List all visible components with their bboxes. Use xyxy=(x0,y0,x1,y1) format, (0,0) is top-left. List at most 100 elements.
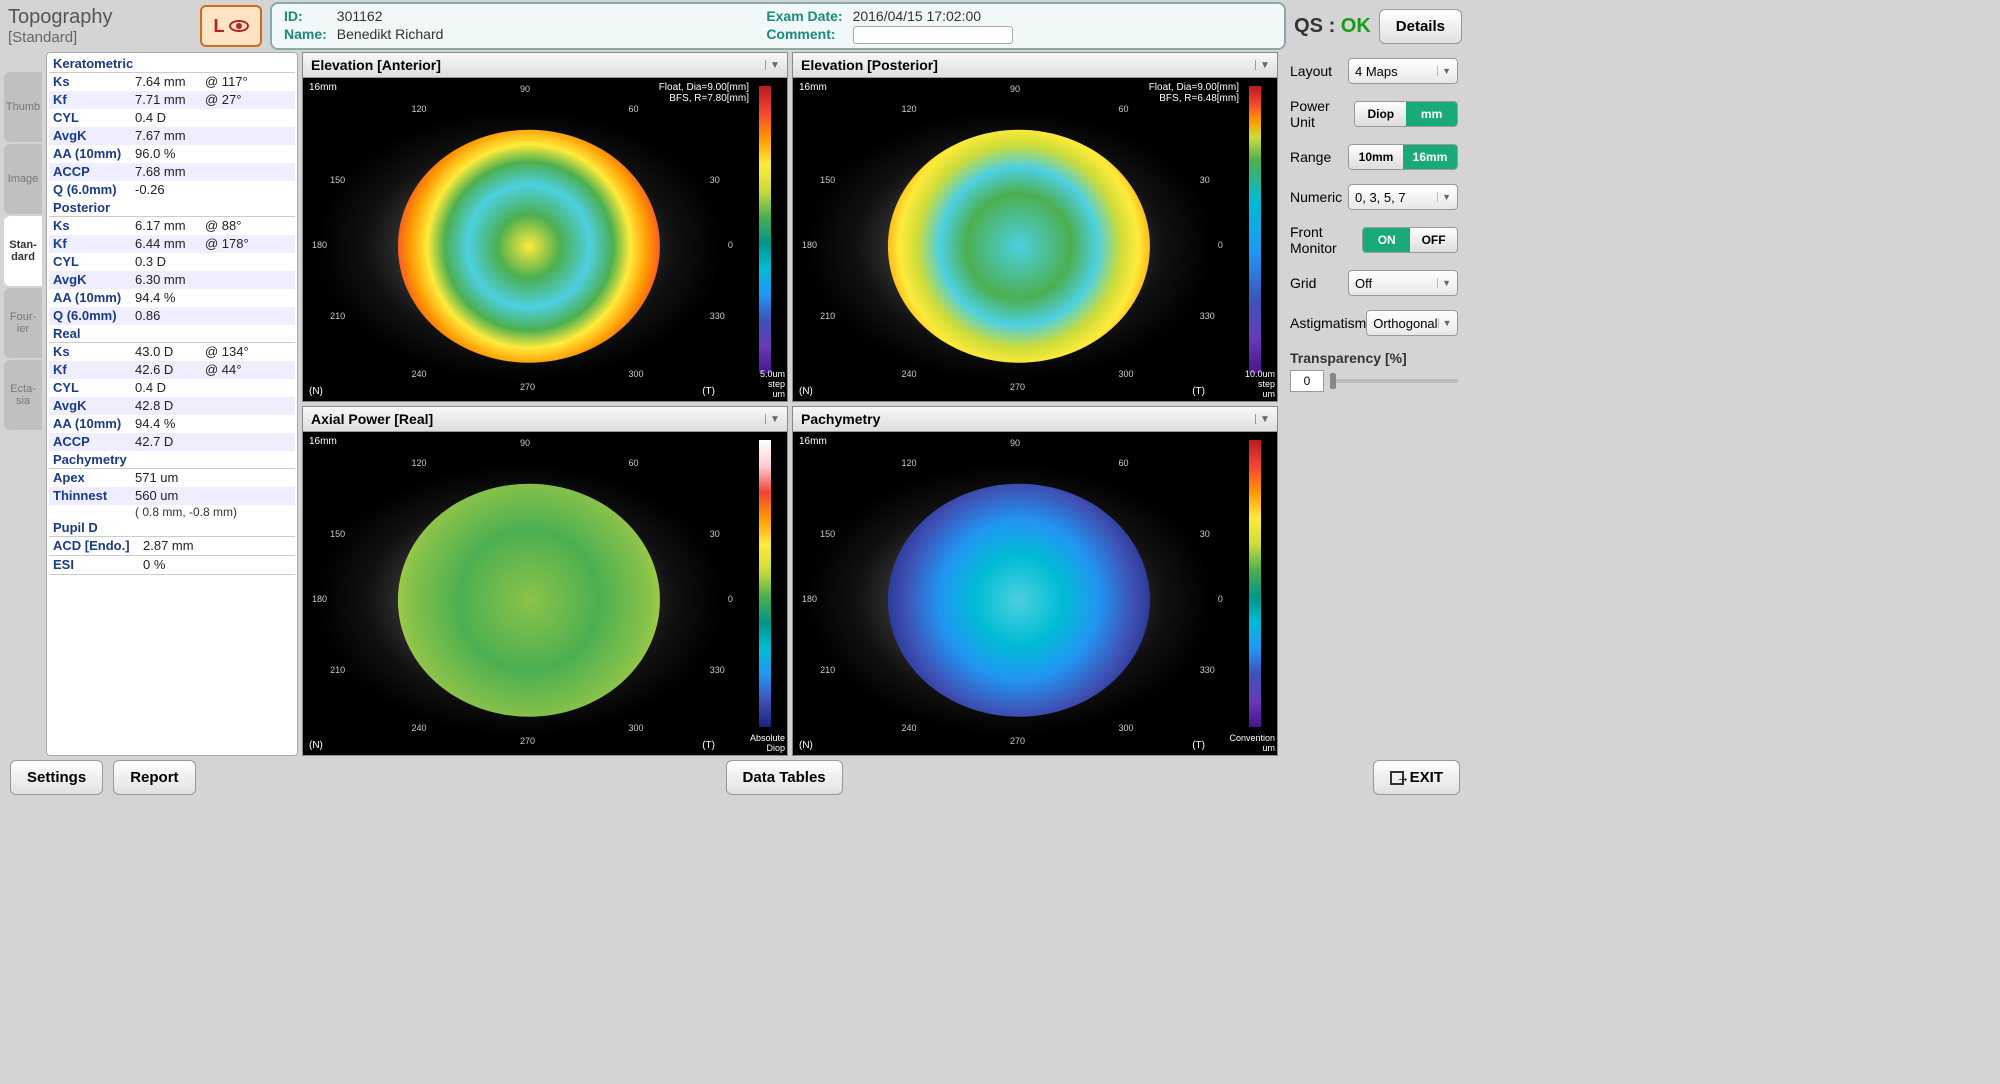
front-monitor-toggle[interactable]: ON OFF xyxy=(1362,227,1458,253)
data-angle: @ 178° xyxy=(205,235,249,253)
exit-icon xyxy=(1390,771,1404,785)
chevron-down-icon: ▼ xyxy=(1437,66,1451,76)
data-angle: @ 117° xyxy=(205,73,248,91)
map-title: Pachymetry xyxy=(801,411,880,427)
settings-button[interactable]: Settings xyxy=(10,760,103,795)
app-title: Topography xyxy=(8,6,192,29)
range-10mm-option[interactable]: 10mm xyxy=(1349,145,1403,169)
section-header: Pupil D xyxy=(49,519,295,537)
details-button[interactable]: Details xyxy=(1379,9,1462,44)
data-key: AA (10mm) xyxy=(53,415,135,433)
chevron-down-icon: ▼ xyxy=(1437,192,1451,202)
qs-status: QS : OK xyxy=(1294,15,1371,38)
patient-info-box: ID: 301162 Exam Date: 2016/04/15 17:02:0… xyxy=(270,2,1286,50)
data-row: AvgK6.30 mm xyxy=(49,271,295,289)
data-row: Ks43.0 D@ 134° xyxy=(49,343,295,361)
report-button[interactable]: Report xyxy=(113,760,195,795)
transparency-slider[interactable] xyxy=(1330,379,1458,383)
data-value: 42.7 D xyxy=(135,433,205,451)
data-key: ESI xyxy=(53,556,143,574)
data-key: AvgK xyxy=(53,127,135,145)
vtab-image[interactable]: Image xyxy=(4,144,42,214)
front-off-option[interactable]: OFF xyxy=(1410,228,1457,252)
data-key: AA (10mm) xyxy=(53,289,135,307)
data-panel: KeratometricKs7.64 mm@ 117°Kf7.71 mm@ 27… xyxy=(46,52,298,756)
data-value: 0.4 D xyxy=(135,379,205,397)
topography-map[interactable]: 16mm(N)(T)906012030150018033021030024027… xyxy=(793,432,1245,755)
layout-select[interactable]: 4 Maps▼ xyxy=(1348,58,1458,84)
range-label: Range xyxy=(1290,149,1331,165)
astigmatism-select[interactable]: Orthogonal▼ xyxy=(1366,310,1458,336)
data-row: Kf42.6 D@ 44° xyxy=(49,361,295,379)
data-key: ACCP xyxy=(53,163,135,181)
chevron-down-icon: ▼ xyxy=(1255,60,1269,70)
exit-button[interactable]: EXIT xyxy=(1373,760,1460,795)
numeric-select[interactable]: 0, 3, 5, 7▼ xyxy=(1348,184,1458,210)
degree-marks: 9060120301500180330210300240270 xyxy=(793,78,1245,401)
data-row: CYL 0.4 D xyxy=(49,109,295,127)
power-unit-toggle[interactable]: Diop mm xyxy=(1354,101,1458,127)
data-tables-button[interactable]: Data Tables xyxy=(726,760,843,795)
data-key: Ks xyxy=(53,217,135,235)
degree-marks: 9060120301500180330210300240270 xyxy=(303,432,755,755)
vtab-fourier[interactable]: Four-ier xyxy=(4,288,42,358)
data-value: 6.44 mm xyxy=(135,235,205,253)
data-value: 0 % xyxy=(143,556,213,574)
data-value: 2.87 mm xyxy=(143,537,213,555)
map-title-bar[interactable]: Elevation [Posterior]▼ xyxy=(793,53,1277,78)
data-value: 0.3 D xyxy=(135,253,205,271)
chevron-down-icon: ▼ xyxy=(1438,318,1452,328)
map-title-bar[interactable]: Pachymetry ▼ xyxy=(793,407,1277,432)
data-row: Thinnest560 um xyxy=(49,487,295,505)
controls-panel: Layout 4 Maps▼ Power Unit Diop mm Range … xyxy=(1282,52,1466,756)
power-diop-option[interactable]: Diop xyxy=(1355,102,1406,126)
comment-label: Comment: xyxy=(766,26,842,44)
topography-map[interactable]: 16mmFloat, Dia=9.00[mm]BFS, R=6.48[mm](N… xyxy=(793,78,1245,401)
map-title-bar[interactable]: Elevation [Anterior] ▼ xyxy=(303,53,787,78)
colorbar: Conventionum xyxy=(1245,432,1277,755)
grid-select[interactable]: Off▼ xyxy=(1348,270,1458,296)
data-row: Ks7.64 mm@ 117° xyxy=(49,73,295,91)
data-key: CYL xyxy=(53,109,135,127)
data-value: 94.4 % xyxy=(135,289,205,307)
numeric-label: Numeric xyxy=(1290,189,1342,205)
data-value: 571 um xyxy=(135,469,205,487)
topography-map[interactable]: 16mm(N)(T)906012030150018033021030024027… xyxy=(303,432,755,755)
data-value: 42.8 D xyxy=(135,397,205,415)
name-value: Benedikt Richard xyxy=(337,26,757,44)
vtab-thumb[interactable]: Thumb xyxy=(4,72,42,142)
data-value: 0.4 D xyxy=(135,109,205,127)
chevron-down-icon: ▼ xyxy=(1255,414,1269,424)
grid-label: Grid xyxy=(1290,275,1316,291)
map-cell: Elevation [Anterior] ▼ 16mmFloat, Dia=9.00… xyxy=(302,52,788,402)
chevron-down-icon: ▼ xyxy=(765,60,779,70)
transparency-value: 0 xyxy=(1290,370,1324,392)
data-angle: @ 134° xyxy=(205,343,249,361)
id-label: ID: xyxy=(284,8,327,24)
colorbar: 10.0um stepum xyxy=(1245,78,1277,401)
data-value: 7.67 mm xyxy=(135,127,205,145)
power-mm-option[interactable]: mm xyxy=(1406,102,1457,126)
data-value: 7.71 mm xyxy=(135,91,205,109)
eye-side-letter: L xyxy=(214,16,225,37)
data-key: Apex xyxy=(53,469,135,487)
data-row: Ks6.17 mm@ 88° xyxy=(49,217,295,235)
front-monitor-label: Front Monitor xyxy=(1290,224,1362,256)
range-16mm-option[interactable]: 16mm xyxy=(1403,145,1457,169)
data-value: 6.17 mm xyxy=(135,217,205,235)
range-toggle[interactable]: 10mm 16mm xyxy=(1348,144,1458,170)
data-key: AA (10mm) xyxy=(53,145,135,163)
section-header: Keratometric xyxy=(49,55,295,73)
data-angle: @ 88° xyxy=(205,217,241,235)
data-row: AA (10mm)94.4 % xyxy=(49,289,295,307)
data-value: 94.4 % xyxy=(135,415,205,433)
section-header: Pachymetry xyxy=(49,451,295,469)
vtab-standard[interactable]: Stan-dard xyxy=(4,216,42,286)
map-title: Elevation [Anterior] xyxy=(311,57,441,73)
vtab-ectasia[interactable]: Ecta-sia xyxy=(4,360,42,430)
front-on-option[interactable]: ON xyxy=(1363,228,1410,252)
vertical-tabs: ThumbImageStan-dardFour-ierEcta-sia xyxy=(4,52,42,756)
map-title-bar[interactable]: Axial Power [Real]▼ xyxy=(303,407,787,432)
topography-map[interactable]: 16mmFloat, Dia=9.00[mm]BFS, R=7.80[mm](N… xyxy=(303,78,755,401)
comment-input[interactable] xyxy=(853,26,1013,44)
